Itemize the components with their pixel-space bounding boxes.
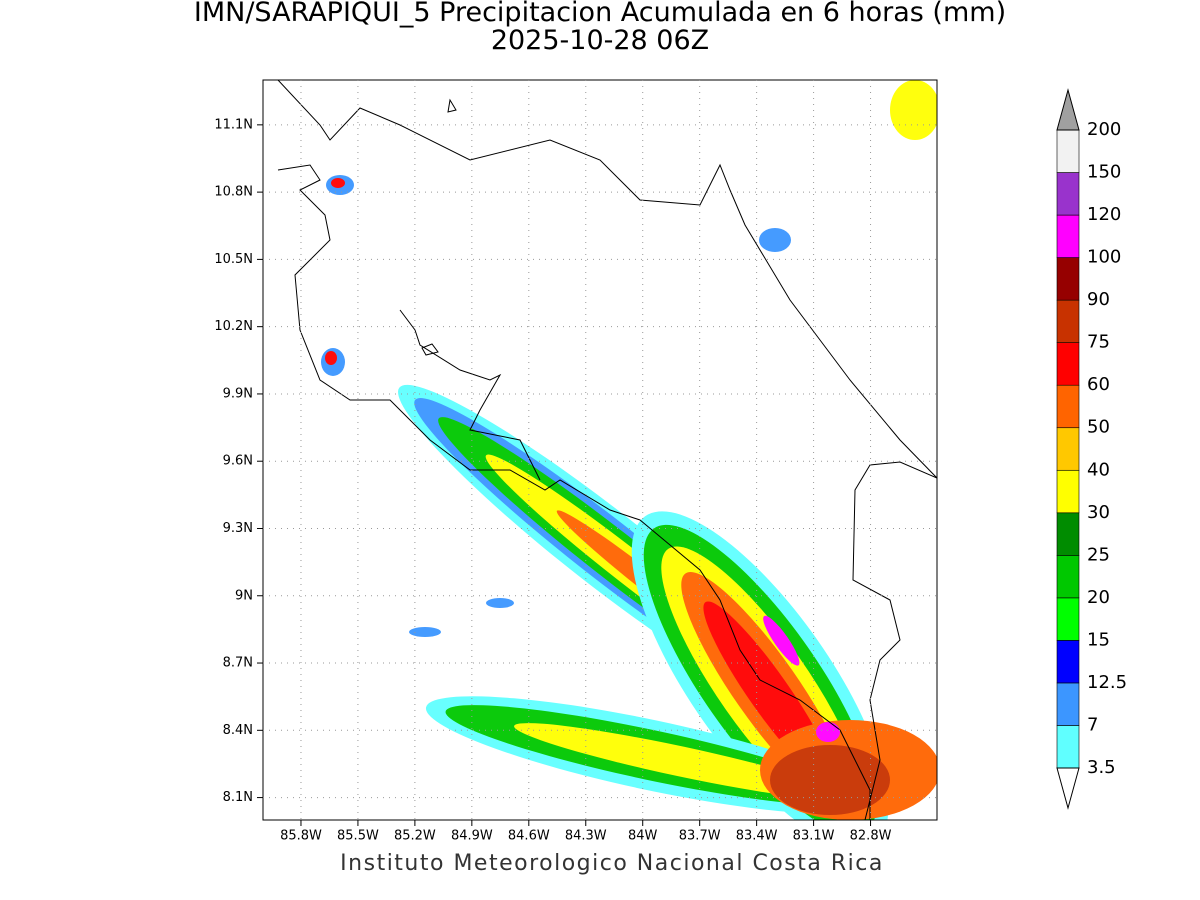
colorbar-label: 12.5 bbox=[1087, 672, 1127, 693]
colorbar-label: 60 bbox=[1087, 374, 1110, 395]
colorbar-label: 7 bbox=[1087, 714, 1098, 735]
colorbar-label: 90 bbox=[1087, 289, 1110, 310]
x-tick-label: 83.7W bbox=[679, 829, 721, 844]
colorbar-swatch bbox=[1056, 512, 1080, 556]
y-tick-label: 8.4N bbox=[223, 723, 253, 738]
x-tick-label: 85.2W bbox=[394, 829, 436, 844]
x-tick-label: 84.9W bbox=[451, 829, 493, 844]
x-tick-label: 85.8W bbox=[280, 829, 322, 844]
y-tick-label: 9.9N bbox=[223, 386, 253, 401]
x-tick-label: 82.8W bbox=[850, 829, 892, 844]
y-tick-label: 8.1N bbox=[223, 790, 253, 805]
colorbar-swatch bbox=[1056, 129, 1080, 173]
subtitle: 2025-10-28 06Z bbox=[491, 25, 709, 56]
x-tick-label: 84.6W bbox=[508, 829, 550, 844]
colorbar-label: 50 bbox=[1087, 417, 1110, 438]
x-tick-label: 83.4W bbox=[736, 829, 778, 844]
colorbar-over bbox=[1056, 88, 1080, 131]
x-tick-label: 83.1W bbox=[793, 829, 835, 844]
colorbar-under bbox=[1056, 767, 1080, 810]
colorbar-swatch bbox=[1056, 555, 1080, 599]
y-tick-label: 8.7N bbox=[223, 656, 253, 671]
y-tick-label: 10.2N bbox=[214, 319, 253, 334]
colorbar-label: 150 bbox=[1087, 162, 1121, 183]
map-frame bbox=[262, 79, 938, 821]
x-tick-label: 84.3W bbox=[565, 829, 607, 844]
colorbar-swatch bbox=[1056, 257, 1080, 301]
x-tick-label: 85.5W bbox=[337, 829, 379, 844]
footer: Instituto Meteorologico Nacional Costa R… bbox=[340, 851, 884, 876]
coastlines bbox=[277, 80, 937, 820]
colorbar-swatch bbox=[1056, 597, 1080, 641]
colorbar-swatch bbox=[1056, 682, 1080, 726]
colorbar-swatch bbox=[1056, 172, 1080, 216]
colorbar-label: 3.5 bbox=[1087, 757, 1116, 778]
colorbar-label: 40 bbox=[1087, 459, 1110, 480]
colorbar-label: 25 bbox=[1087, 544, 1110, 565]
y-tick-label: 11.1N bbox=[214, 117, 253, 132]
colorbar-swatch bbox=[1056, 342, 1080, 386]
colorbar-swatch bbox=[1056, 427, 1080, 471]
colorbar-label: 75 bbox=[1087, 332, 1110, 353]
colorbar-label: 200 bbox=[1087, 119, 1121, 140]
colorbar-swatch bbox=[1056, 214, 1080, 258]
y-tick-label: 9.3N bbox=[223, 521, 253, 536]
y-tick-label: 10.8N bbox=[214, 185, 253, 200]
colorbar-swatch bbox=[1056, 640, 1080, 684]
y-tick-label: 9.6N bbox=[223, 454, 253, 469]
precip-field bbox=[321, 80, 937, 820]
x-tick-label: 84W bbox=[628, 829, 658, 844]
colorbar-swatch bbox=[1056, 725, 1080, 769]
colorbar-swatch bbox=[1056, 469, 1080, 514]
y-tick-label: 9N bbox=[235, 588, 253, 603]
colorbar-label: 30 bbox=[1087, 502, 1110, 523]
colorbar-label: 100 bbox=[1087, 247, 1121, 268]
colorbar-label: 15 bbox=[1087, 629, 1110, 650]
colorbar-label: 120 bbox=[1087, 204, 1121, 225]
colorbar-swatch bbox=[1056, 384, 1080, 429]
colorbar-swatch bbox=[1056, 299, 1080, 343]
title: IMN/SARAPIQUI_5 Precipitacion Acumulada … bbox=[194, 0, 1006, 28]
colorbar-label: 20 bbox=[1087, 587, 1110, 608]
y-tick-label: 10.5N bbox=[214, 252, 253, 267]
